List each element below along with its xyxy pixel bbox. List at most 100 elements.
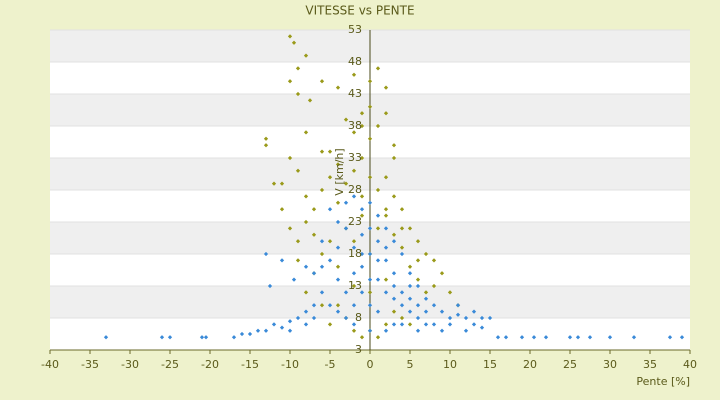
point <box>415 315 421 321</box>
point <box>359 213 365 218</box>
point <box>327 149 333 154</box>
point <box>399 315 405 321</box>
point <box>319 149 325 154</box>
chart-title: VITESSE vs PENTE <box>305 4 414 18</box>
point <box>271 322 277 327</box>
point <box>287 319 293 324</box>
point <box>383 328 389 333</box>
point <box>415 258 421 263</box>
point <box>479 325 485 330</box>
point <box>519 335 525 340</box>
point <box>263 136 269 141</box>
x-tick-label: 15 <box>483 358 497 371</box>
y-tick-label: 13 <box>348 279 362 292</box>
point <box>431 283 437 289</box>
point <box>327 258 333 263</box>
point <box>263 251 269 257</box>
x-tick-label: -20 <box>201 358 219 371</box>
point <box>423 322 429 327</box>
y-tick-label: 38 <box>348 119 362 132</box>
point <box>255 328 261 333</box>
y-tick-label: 53 <box>348 23 362 36</box>
point <box>391 309 397 314</box>
y-tick-label: 18 <box>348 247 362 260</box>
point <box>303 219 309 225</box>
point <box>343 315 349 321</box>
point <box>399 251 405 257</box>
point <box>463 328 469 333</box>
point <box>399 245 405 250</box>
point <box>303 309 309 314</box>
point <box>455 312 461 317</box>
point <box>391 271 397 276</box>
point <box>351 130 357 135</box>
point <box>367 328 373 333</box>
point <box>495 335 501 340</box>
x-tick-label: 30 <box>603 358 617 371</box>
point <box>463 315 469 321</box>
point <box>447 322 453 327</box>
point <box>391 239 397 244</box>
x-tick-label: 40 <box>683 358 697 371</box>
point <box>271 181 277 186</box>
point <box>415 277 421 282</box>
point <box>407 322 413 327</box>
y-tick-label: 48 <box>348 55 362 68</box>
x-tick-label: 5 <box>407 358 414 371</box>
x-axis-label: Pente [%] <box>636 375 690 388</box>
point <box>303 290 309 295</box>
point <box>319 303 325 308</box>
point <box>391 143 397 148</box>
point <box>375 309 381 314</box>
point <box>159 335 165 340</box>
point <box>279 258 285 263</box>
point <box>351 271 357 276</box>
x-tick-label: -40 <box>41 358 59 371</box>
point <box>343 181 349 186</box>
point <box>319 264 325 269</box>
point <box>335 162 341 167</box>
point <box>399 322 405 327</box>
point <box>295 239 301 244</box>
point <box>391 194 397 199</box>
point <box>295 168 301 173</box>
x-tick-label: 35 <box>643 358 657 371</box>
point <box>199 335 205 340</box>
point <box>631 335 637 340</box>
point <box>319 187 325 193</box>
point <box>383 245 389 250</box>
point <box>319 290 325 295</box>
point <box>335 200 341 205</box>
point <box>311 232 317 237</box>
point <box>303 194 309 199</box>
point <box>407 296 413 301</box>
point <box>375 258 381 263</box>
point <box>303 264 309 269</box>
point <box>327 303 333 308</box>
point <box>383 290 389 295</box>
point <box>471 309 477 314</box>
point <box>479 315 485 321</box>
point <box>335 245 341 250</box>
point <box>391 232 397 237</box>
point <box>351 194 357 199</box>
point <box>351 239 357 244</box>
y-tick-label: 23 <box>348 215 362 228</box>
point <box>239 331 245 337</box>
point <box>311 315 317 321</box>
point <box>343 290 349 295</box>
point <box>503 335 509 340</box>
point <box>399 290 405 295</box>
point <box>399 226 405 231</box>
point <box>407 309 413 314</box>
point <box>367 136 373 141</box>
y-tick-label: 3 <box>355 343 362 356</box>
point <box>311 207 317 212</box>
point <box>367 175 373 180</box>
point <box>367 251 373 257</box>
point <box>431 303 437 308</box>
point <box>447 315 453 321</box>
point <box>391 296 397 301</box>
point <box>375 213 381 218</box>
point <box>287 328 293 333</box>
